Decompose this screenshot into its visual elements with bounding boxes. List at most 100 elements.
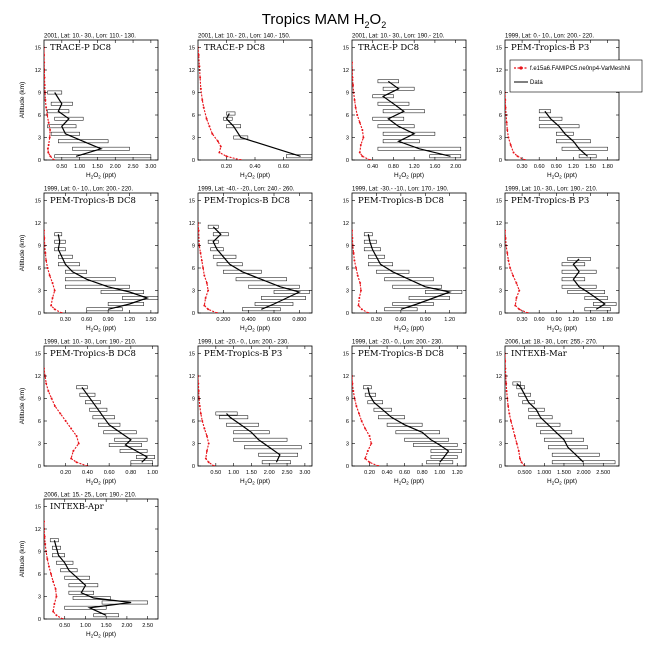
model-point	[55, 595, 58, 598]
error-box	[584, 296, 608, 300]
model-point	[55, 614, 58, 617]
error-box	[233, 135, 249, 140]
x-tick-label: 1.50	[246, 470, 257, 476]
y-tick-label: 9	[346, 91, 349, 97]
error-box	[567, 290, 606, 294]
error-box	[561, 146, 608, 151]
x-axis-label-part: (ppt)	[255, 325, 270, 332]
model-point	[49, 129, 52, 131]
x-axis-label-part: O	[401, 172, 406, 179]
error-box	[108, 443, 142, 447]
panel-frame	[504, 39, 620, 161]
model-point	[508, 412, 511, 415]
y-tick-label: 12	[496, 68, 502, 74]
panel-plot-area	[44, 520, 148, 619]
error-box	[395, 430, 440, 435]
error-box	[86, 307, 123, 312]
error-box	[528, 407, 545, 412]
y-tick-label: 15	[35, 46, 41, 52]
error-box	[50, 131, 80, 136]
error-box	[382, 109, 425, 114]
x-axis-label-part: 2	[245, 328, 248, 333]
x-axis-label-part: O	[554, 478, 559, 485]
panel-plot-area	[198, 375, 302, 466]
y-tick-label: 3	[346, 136, 349, 142]
error-box	[65, 284, 130, 289]
error-box	[273, 290, 310, 294]
error-box	[219, 415, 249, 420]
panel-plot-area	[505, 229, 617, 313]
y-tick-label: 9	[38, 550, 41, 556]
panel-plot-area	[352, 229, 463, 313]
x-axis-label-part: 2	[91, 481, 94, 486]
model-point	[44, 84, 46, 86]
x-axis-label: H2O2 (ppt)	[394, 478, 424, 486]
model-point	[47, 144, 50, 146]
obs-line	[544, 110, 588, 157]
error-box	[223, 269, 262, 274]
model-point	[198, 390, 200, 392]
x-axis-label-part: 2	[559, 481, 562, 486]
model-point	[199, 87, 202, 90]
campaign-label: PEM-Tropics-B DC8	[50, 349, 136, 359]
error-box	[561, 262, 586, 267]
model-point	[207, 461, 210, 464]
error-box	[54, 247, 66, 252]
model-point	[53, 603, 56, 605]
x-axis-label-part: 2	[98, 481, 101, 486]
panel-header: 2001, Lat: 10.- 20., Lon: 140.- 150.	[198, 34, 291, 40]
x-axis-label-part: (ppt)	[409, 478, 424, 485]
y-tick-label: 6	[38, 266, 41, 272]
x-axis-label-part: O	[554, 172, 559, 179]
x-axis-label-part: H	[547, 172, 552, 179]
x-tick-label: 0.60	[534, 164, 545, 170]
model-point	[370, 442, 373, 445]
x-axis-label-part: 2	[245, 175, 248, 180]
panel-header: 1999, Lat: -20.- 0., Lon: 200.- 230.	[352, 340, 443, 346]
model-point	[352, 61, 353, 64]
x-tick-label: 0.60	[104, 470, 115, 476]
x-tick-label: 0.200	[216, 317, 230, 323]
error-box	[58, 254, 73, 259]
model-point	[368, 461, 371, 464]
x-tick-label: 1.80	[602, 317, 613, 323]
x-axis-label: H2O2 (ppt)	[86, 325, 116, 333]
x-axis-label-part: O	[401, 325, 406, 332]
obs-line	[367, 234, 452, 310]
x-tick-label: 0.600	[267, 317, 281, 323]
y-tick-label: 15	[496, 199, 502, 205]
x-axis-label-part: 2	[98, 328, 101, 333]
model-point	[200, 259, 203, 262]
error-box	[561, 284, 597, 289]
model-point	[218, 151, 221, 154]
error-box	[538, 116, 563, 121]
model-point	[352, 252, 355, 254]
model-line	[44, 521, 63, 619]
y-tick-label: 12	[35, 527, 41, 533]
x-tick-label: 0.30	[60, 317, 71, 323]
legend-model-marker	[519, 66, 523, 70]
y-tick-label: 15	[343, 199, 349, 205]
model-point	[64, 420, 67, 422]
panel-2: 2001, Lat: 10.- 20., Lon: 140.- 150. 0 3 6 9…	[189, 34, 313, 180]
y-tick-label: 12	[343, 374, 349, 380]
x-tick-label: 0.30	[517, 317, 528, 323]
x-axis-label-part: O	[247, 172, 252, 179]
model-point	[509, 267, 512, 269]
error-box	[98, 422, 121, 427]
error-box	[567, 257, 591, 261]
x-axis-label: H2O2 (ppt)	[240, 478, 270, 486]
panel-10: 1999, Lat: -20.- 0., Lon: 200.- 230. 0 3 6 9…	[189, 340, 313, 486]
x-axis-label-part: (ppt)	[409, 172, 424, 179]
model-point	[359, 144, 362, 146]
model-point	[225, 155, 228, 158]
x-axis-label-part: 2	[98, 634, 101, 639]
panel-frame	[504, 192, 620, 314]
x-tick-label: 0.50	[59, 623, 70, 629]
error-box	[58, 139, 109, 144]
x-tick-label: 0.80	[388, 164, 399, 170]
model-point	[526, 312, 529, 313]
model-point	[48, 274, 51, 277]
error-box	[210, 247, 224, 252]
